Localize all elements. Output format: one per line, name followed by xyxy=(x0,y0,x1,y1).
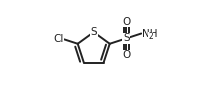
Text: S: S xyxy=(91,27,97,37)
Text: NH: NH xyxy=(142,29,157,39)
Text: Cl: Cl xyxy=(53,34,64,44)
Text: O: O xyxy=(122,50,130,60)
Text: O: O xyxy=(122,17,130,27)
Text: 2: 2 xyxy=(148,32,153,41)
Text: S: S xyxy=(123,33,130,43)
